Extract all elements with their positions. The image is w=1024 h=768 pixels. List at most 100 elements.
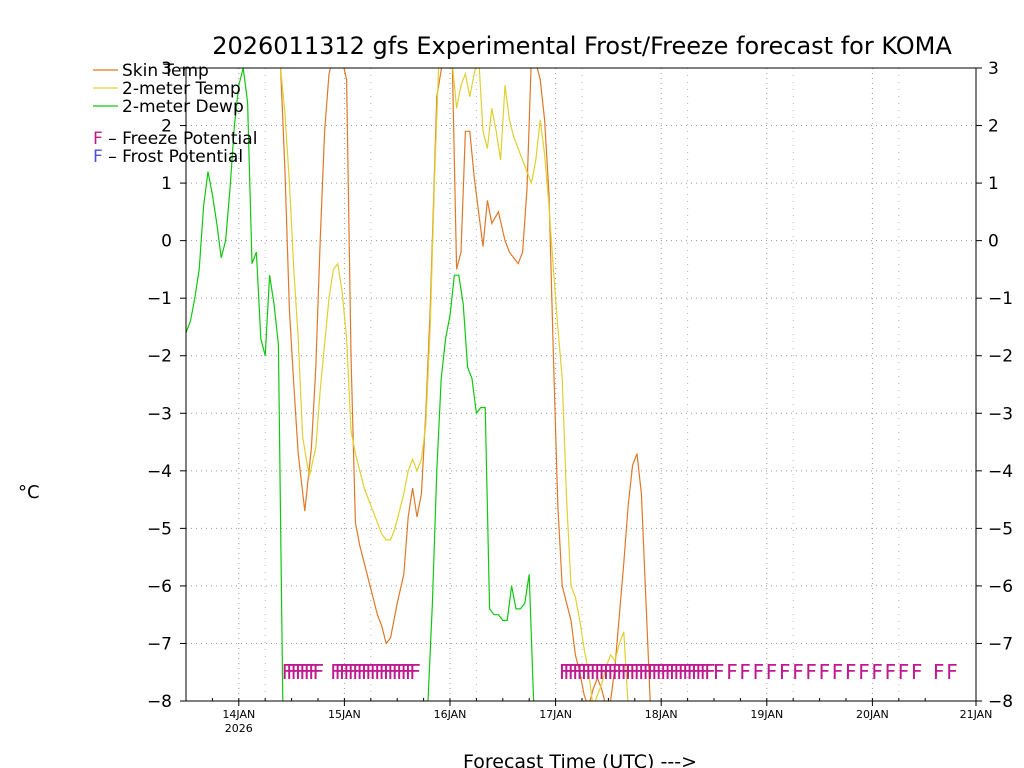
- x-tick-label: 16JAN: [434, 708, 467, 721]
- y-tick-label-left: −7: [147, 634, 172, 654]
- freeze-marker: F: [638, 660, 650, 684]
- y-tick-label-right: −2: [988, 347, 1013, 367]
- freeze-marker: F: [590, 660, 602, 684]
- y-tick-label-left: 0: [161, 232, 172, 252]
- freeze-marker: F: [563, 660, 575, 684]
- legend-label: Skin Temp: [122, 61, 209, 81]
- x-tick-label: 21JAN: [960, 708, 993, 721]
- y-tick-label-right: 0: [988, 232, 999, 252]
- freeze-marker: F: [625, 660, 637, 684]
- x-tick-label: 20JAN: [856, 708, 889, 721]
- x-axis-label: Forecast Time (UTC) --->: [463, 751, 697, 768]
- freeze-marker: F: [792, 660, 804, 684]
- potential-legend-text: – Frost Potential: [103, 147, 243, 167]
- freeze-marker: F: [401, 660, 413, 684]
- y-tick-label-left: 2: [161, 117, 172, 137]
- freeze-marker: F: [308, 660, 320, 684]
- freeze-marker: F: [339, 660, 351, 684]
- freeze-marker: F: [396, 660, 408, 684]
- series-group: [186, 68, 651, 701]
- freeze-marker: F: [660, 660, 672, 684]
- freeze-marker: F: [911, 660, 923, 684]
- x-tick-label: 18JAN: [645, 708, 678, 721]
- freeze-marker: F: [370, 660, 382, 684]
- freeze-marker: F: [695, 660, 707, 684]
- freeze-marker: F: [629, 660, 641, 684]
- freeze-marker: F: [365, 660, 377, 684]
- freeze-marker: F: [286, 660, 298, 684]
- freeze-marker: F: [687, 660, 699, 684]
- freeze-marker: F: [700, 660, 712, 684]
- y-tick-label-right: −7: [988, 634, 1013, 654]
- potential-legend-text: – Freeze Potential: [103, 129, 258, 149]
- freeze-marker: F: [651, 660, 663, 684]
- freeze-marker: F: [304, 660, 316, 684]
- freeze-marker: F: [343, 660, 355, 684]
- potential-legend-label: F – Frost Potential: [93, 147, 243, 167]
- freeze-marker: F: [634, 660, 646, 684]
- freeze-marker: F: [845, 660, 857, 684]
- freeze-marker: F: [603, 660, 615, 684]
- axis-ticks: [180, 67, 982, 706]
- x-tick-label: 19JAN: [750, 708, 783, 721]
- freeze-marker: F: [726, 660, 738, 684]
- plot-frame: [185, 67, 977, 702]
- freeze-marker: F: [572, 660, 584, 684]
- y-tick-label-right: 2: [988, 117, 999, 137]
- freeze-marker: F: [669, 660, 681, 684]
- chart-title: 2026011312 gfs Experimental Frost/Freeze…: [212, 32, 952, 60]
- freeze-marker: F: [357, 660, 369, 684]
- freeze-marker: F: [599, 660, 611, 684]
- legend-label: 2-meter Temp: [122, 79, 241, 99]
- freeze-marker: F: [585, 660, 597, 684]
- freeze-marker: F: [295, 660, 307, 684]
- series-line-2-meter-dewp: [186, 68, 535, 701]
- y-tick-label-right: 1: [988, 174, 999, 194]
- freeze-marker: F: [577, 660, 589, 684]
- freeze-marker: F: [374, 660, 386, 684]
- freeze-marker: F: [392, 660, 404, 684]
- freeze-marker: F: [330, 660, 342, 684]
- y-tick-label-right: −4: [988, 462, 1013, 482]
- freeze-marker: F: [616, 660, 628, 684]
- y-tick-label-left: 1: [161, 174, 172, 194]
- legend-label: 2-meter Dewp: [122, 97, 244, 117]
- freeze-marker: F: [647, 660, 659, 684]
- series-line-skin-temp: [280, 68, 651, 701]
- freeze-marker: F: [383, 660, 395, 684]
- y-tick-label-right: 3: [988, 59, 999, 79]
- freeze-marker: F: [885, 660, 897, 684]
- y-axis-left-labels: 3 2 1 0 −1 −2 −3 −4 −5 −6 −7 −8: [147, 59, 172, 712]
- freeze-marker: F: [805, 660, 817, 684]
- freeze-marker: F: [299, 660, 311, 684]
- freeze-marker: F: [352, 660, 364, 684]
- grid-lines: [186, 68, 976, 701]
- y-tick-label-left: 3: [161, 59, 172, 79]
- freeze-marker: F: [933, 660, 945, 684]
- freeze-marker: F: [858, 660, 870, 684]
- freeze-marker: F: [607, 660, 619, 684]
- freeze-marker: F: [282, 660, 294, 684]
- freeze-marker: F: [779, 660, 791, 684]
- freeze-marker: F: [559, 660, 571, 684]
- freeze-marker: F: [766, 660, 778, 684]
- freeze-marker: F: [678, 660, 690, 684]
- freeze-marker: F: [643, 660, 655, 684]
- freeze-marker: F: [665, 660, 677, 684]
- y-tick-label-left: −2: [147, 347, 172, 367]
- freeze-marker: F: [946, 660, 958, 684]
- freeze-marker: F: [568, 660, 580, 684]
- x-tick-sublabel: 2026: [225, 722, 253, 735]
- freeze-marker: F: [409, 660, 421, 684]
- freeze-marker: F: [898, 660, 910, 684]
- freeze-marker: F: [405, 660, 417, 684]
- y-tick-label-right: −5: [988, 519, 1013, 539]
- freeze-marker: F: [313, 660, 325, 684]
- y-tick-label-left: −1: [147, 289, 172, 309]
- x-tick-label: 17JAN: [539, 708, 572, 721]
- x-tick-label: 14JAN: [222, 708, 255, 721]
